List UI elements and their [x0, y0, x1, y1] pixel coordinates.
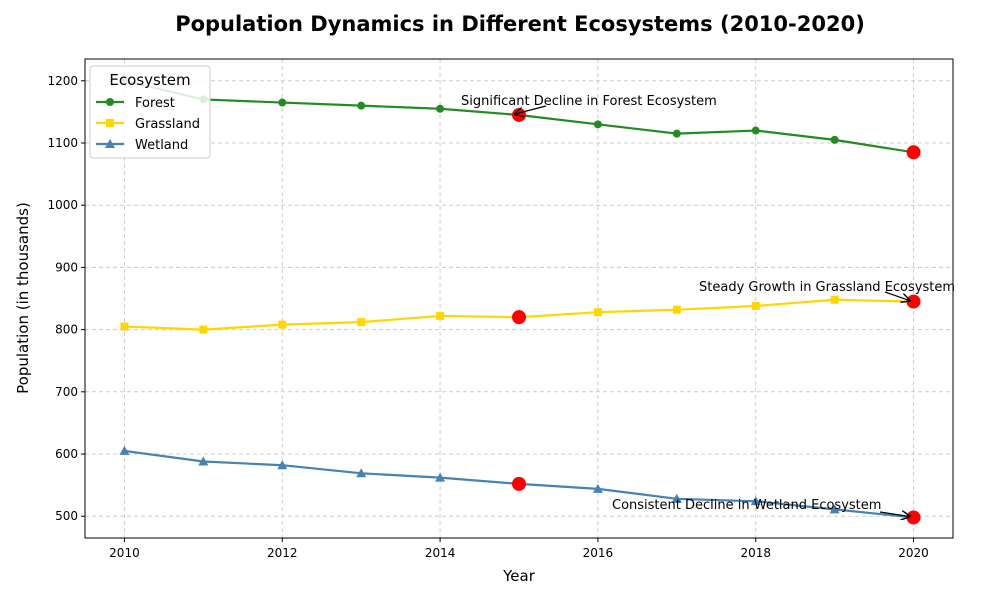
annotation-arrow	[515, 105, 547, 114]
y-tick-label: 500	[55, 509, 78, 523]
data-point-forest	[593, 120, 602, 129]
annotation-arrow	[879, 512, 910, 516]
highlight-point	[906, 510, 921, 525]
legend-label-wetland: Wetland	[135, 138, 188, 153]
annotation-layer: Significant Decline in Forest Ecosystem S…	[461, 94, 955, 516]
legend-marker-forest	[106, 98, 114, 106]
data-point-grassland	[278, 320, 287, 329]
x-tick-label: 2018	[740, 546, 771, 560]
data-point-forest	[751, 126, 760, 135]
y-axis-title: Population (in thousands)	[14, 202, 32, 394]
data-point-wetland	[750, 496, 761, 506]
data-point-grassland	[751, 301, 760, 310]
data-point-grassland	[672, 305, 681, 314]
data-point-grassland	[357, 318, 366, 327]
legend-marker-grassland	[106, 119, 114, 127]
data-point-wetland	[119, 445, 130, 455]
x-axis-title: Year	[502, 567, 536, 585]
y-tick-label: 600	[55, 447, 78, 461]
legend-label-forest: Forest	[135, 96, 175, 111]
data-point-wetland	[671, 493, 682, 503]
x-tick-label: 2010	[109, 546, 140, 560]
legend-title: Ecosystem	[109, 71, 190, 89]
y-tick-label: 700	[55, 385, 78, 399]
annotation-text: Significant Decline in Forest Ecosystem	[461, 94, 717, 109]
y-tick-label: 900	[55, 260, 78, 274]
data-point-grassland	[830, 295, 839, 304]
data-point-wetland	[829, 504, 840, 514]
legend-marker-wetland	[105, 139, 115, 148]
annotation-text: Consistent Decline in Wetland Ecosystem	[612, 498, 881, 513]
x-tick-label: 2020	[898, 546, 929, 560]
data-point-grassland	[120, 322, 129, 331]
chart-title: Population Dynamics in Different Ecosyst…	[175, 12, 865, 36]
grid	[85, 59, 953, 538]
data-point-forest	[357, 101, 366, 110]
legend-label-grassland: Grassland	[135, 117, 200, 132]
x-tick-label: 2012	[267, 546, 298, 560]
annotation-text: Steady Growth in Grassland Ecosystem	[699, 280, 955, 295]
data-point-grassland	[436, 311, 445, 320]
highlight-point	[512, 107, 526, 122]
data-point-forest	[278, 98, 287, 107]
data-point-wetland	[592, 483, 603, 493]
axis-ticks: 2010 2012 2014 2016 2018 2020 500 600 700 800 900 1…	[47, 74, 928, 560]
y-tick-label: 1000	[47, 198, 78, 212]
data-point-wetland	[198, 456, 209, 466]
plot-frame	[84, 58, 954, 539]
highlight-point	[906, 294, 921, 309]
legend-box	[89, 65, 211, 159]
legend: Ecosystem Forest Grassland Wetland	[89, 65, 211, 159]
x-tick-label: 2016	[583, 546, 614, 560]
x-tick-label: 2014	[425, 546, 456, 560]
y-tick-label: 1100	[47, 136, 78, 150]
data-point-grassland	[199, 325, 208, 334]
highlight-point	[906, 145, 921, 160]
data-point-forest	[672, 129, 681, 138]
y-tick-label: 800	[55, 323, 78, 337]
data-point-forest	[436, 104, 445, 113]
highlight-point	[512, 476, 526, 491]
data-point-wetland	[277, 460, 288, 470]
data-point-wetland	[356, 468, 367, 478]
y-tick-label: 1200	[47, 74, 78, 88]
highlight-point	[512, 310, 526, 325]
annotation-arrow	[884, 291, 910, 301]
data-point-forest	[830, 135, 839, 144]
data-point-grassland	[593, 308, 602, 317]
data-point-wetland	[435, 472, 446, 482]
